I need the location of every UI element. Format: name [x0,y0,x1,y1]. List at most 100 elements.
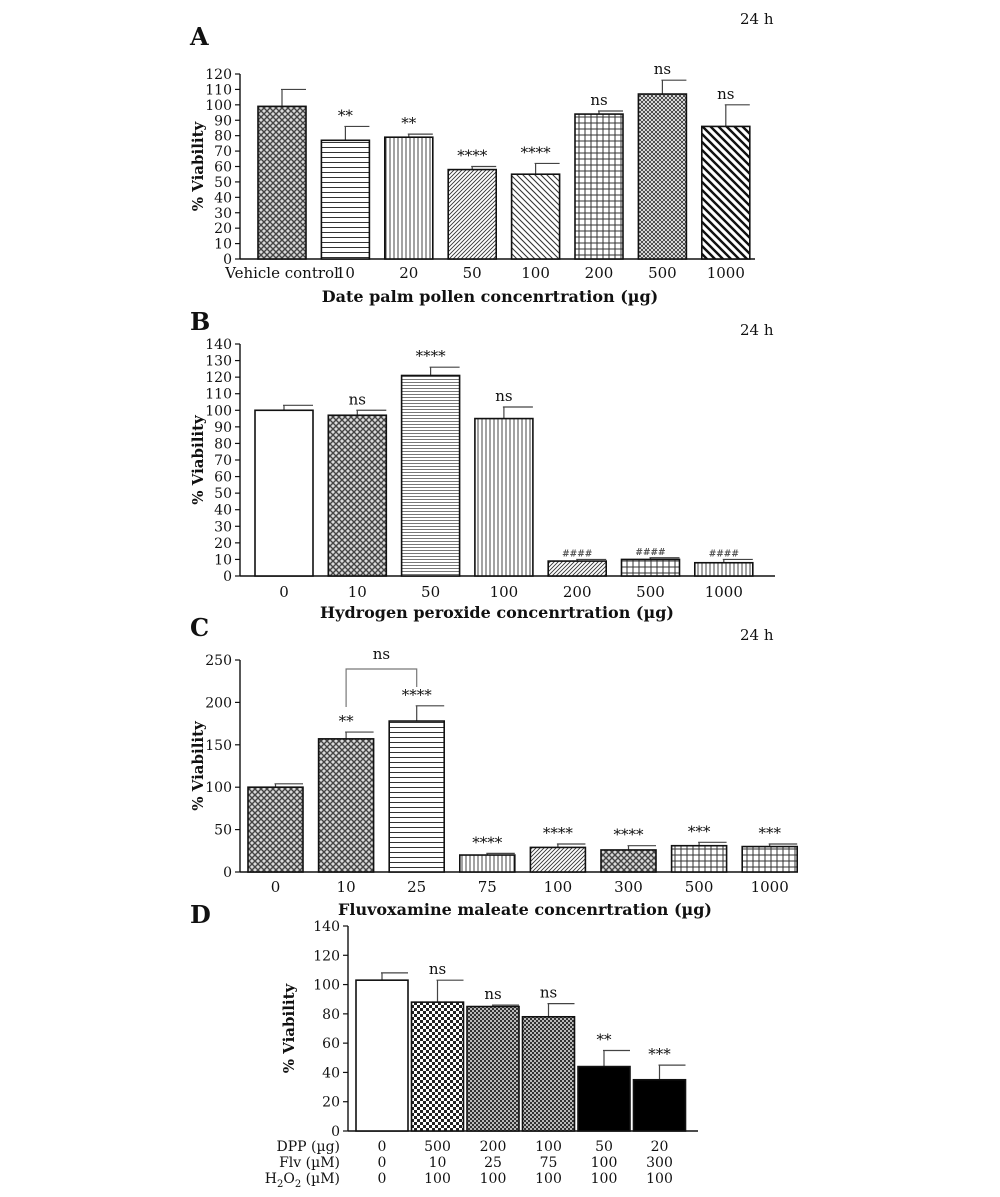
bar [521,1015,576,1132]
bar [254,409,314,577]
x-tick-label: Vehicle control [224,264,339,282]
x-axis-label: Fluvoxamine maleate concenrtration (µg) [338,900,712,919]
y-tick-label: 60 [322,1036,340,1052]
y-axis-label: % Viability [189,414,207,505]
y-tick-label: 70 [214,144,232,160]
panel-letter: A [189,22,209,51]
x-axis-label: Date palm pollen concenrtration (µg) [322,287,659,306]
y-tick-label: 50 [214,823,232,839]
row-value: 75 [540,1155,558,1171]
y-tick-label: 110 [205,387,232,403]
y-tick-label: 120 [313,948,340,964]
bar [620,558,681,577]
bar [474,417,534,577]
x-tick-label: 200 [563,583,592,601]
significance-label: **** [416,347,447,365]
time-label: 24 h [740,10,774,28]
x-axis-label: Hydrogen peroxide concenrtration (µg) [320,603,674,622]
y-tick-label: 80 [214,436,232,452]
bar [574,113,624,260]
x-tick-label: 100 [490,583,519,601]
bar [327,414,388,577]
significance-label: **** [457,147,488,165]
significance-label: ns [717,85,734,103]
y-axis-label: % Viability [189,120,207,211]
x-tick-label: 50 [463,264,482,282]
significance-label: ** [338,106,354,124]
time-label: 24 h [740,321,774,339]
bar [355,979,409,1132]
significance-label: #### [709,549,739,559]
y-tick-label: 0 [223,252,232,268]
row-value: 100 [424,1171,451,1187]
y-tick-label: 90 [214,113,232,129]
bar [670,844,728,873]
bar [632,1078,687,1132]
y-tick-label: 100 [313,978,340,994]
y-tick-label: 40 [322,1065,340,1081]
y-tick-label: 50 [214,175,232,191]
x-tick-label: 500 [648,264,677,282]
x-tick-label: 50 [421,583,440,601]
y-tick-label: 100 [205,403,232,419]
significance-label: *** [648,1045,671,1063]
bar [400,374,461,577]
y-tick-label: 200 [205,695,232,711]
significance-label: #### [635,548,665,558]
y-tick-label: 110 [205,82,232,98]
x-tick-label: 10 [336,264,355,282]
significance-label: ns [429,960,446,978]
panel-letter: D [190,900,211,929]
y-tick-label: 20 [214,221,232,237]
x-tick-label: 0 [271,878,281,896]
y-tick-label: 30 [214,519,232,535]
row-value: 0 [378,1155,387,1171]
significance-label: **** [402,686,433,704]
significance-label: ns [654,60,671,78]
significance-label: *** [688,822,711,840]
bar [466,1005,520,1132]
row-value: 0 [378,1171,387,1187]
x-tick-label: 200 [585,264,614,282]
y-tick-label: 140 [205,337,232,353]
row-value: 100 [591,1155,618,1171]
significance-label: ** [597,1030,613,1048]
y-tick-label: 150 [205,738,232,754]
x-tick-label: 1000 [751,878,789,896]
row-value: 100 [535,1171,562,1187]
bar [447,168,498,260]
y-tick-label: 90 [214,420,232,436]
bar [529,846,587,873]
y-tick-label: 0 [223,865,232,881]
row-value: 500 [424,1139,451,1155]
row-value: 100 [646,1171,673,1187]
y-tick-label: 120 [205,67,232,83]
significance-label: ** [339,712,355,730]
significance-label: ns [495,387,512,405]
x-tick-label: 500 [636,583,665,601]
x-tick-label: 1000 [707,264,745,282]
time-label: 24 h [740,626,774,644]
bar [741,845,799,873]
y-tick-label: 80 [322,1007,340,1023]
row-value: 100 [480,1171,507,1187]
y-tick-label: 60 [214,160,232,176]
y-tick-label: 60 [214,470,232,486]
row-value: 25 [484,1155,502,1171]
y-tick-label: 140 [313,919,340,935]
y-tick-label: 100 [205,98,232,114]
significance-label: #### [562,549,592,559]
row-value: 10 [429,1155,447,1171]
y-tick-label: 20 [322,1095,340,1111]
row-value: 100 [535,1139,562,1155]
bar [257,105,307,260]
significance-label: ns [484,985,501,1003]
bar [383,136,434,260]
significance-label: ns [349,390,366,408]
y-tick-label: 100 [205,780,232,796]
bar [320,139,371,260]
